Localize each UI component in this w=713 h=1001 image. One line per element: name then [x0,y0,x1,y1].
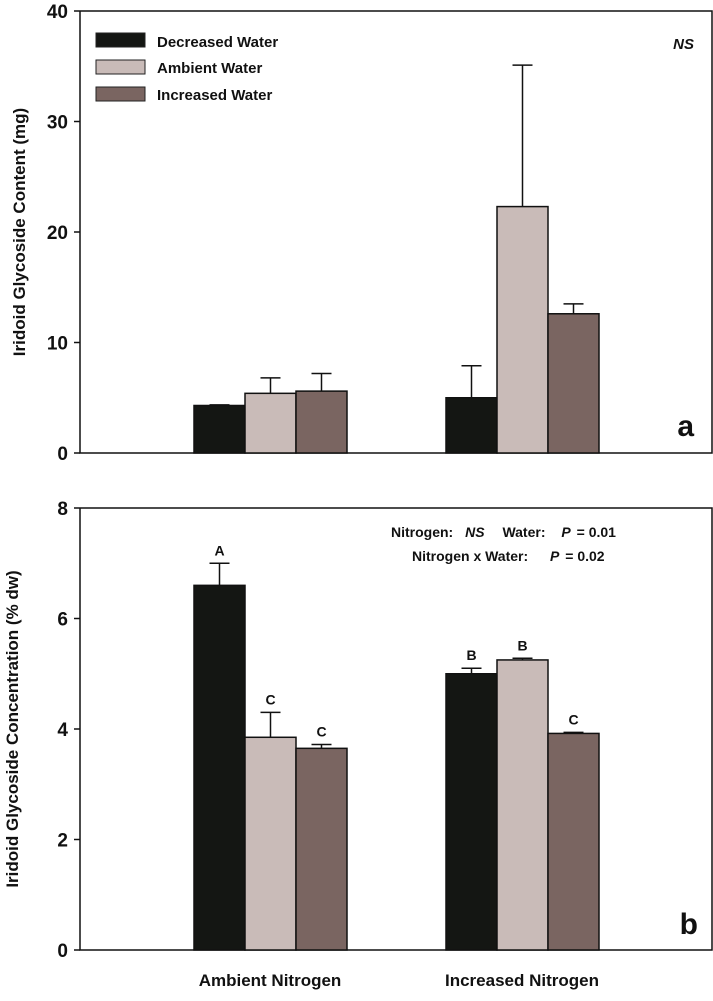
bar-b-ambient-water [496,659,549,951]
y-tick-label-b: 6 [57,610,68,631]
y-tick-label-b: 8 [57,499,68,520]
panel-a-label: a [677,410,694,443]
bar-b-increased-water [295,747,348,951]
panel-a-annotation: NS [673,36,694,53]
bar-a-decreased-water [193,404,246,454]
y-tick-label-a: 10 [47,334,68,355]
x-tick-label-ambient-nitrogen: Ambient Nitrogen [199,971,342,990]
y-tick-label-a: 0 [57,444,68,465]
bar-b-decreased-water [193,584,246,951]
legend-label-increased: Increased Water [157,87,272,104]
legend-swatch-increased [95,86,146,102]
legend-label-ambient: Ambient Water [157,60,262,77]
legend: Decreased Water Ambient Water Increased … [95,32,278,104]
y-tick-label-b: 2 [57,831,68,852]
panel-b-ylabel: Iridoid Glycoside Concentration (% dw) [3,570,22,887]
panel-a-frame [79,10,713,454]
panel-b-frame [79,507,713,951]
significance-letter: A [214,542,224,558]
legend-swatch-ambient [95,59,146,75]
significance-letter: B [466,647,476,663]
bar-a-ambient-water [496,205,549,454]
y-tick-label-a: 30 [47,113,68,134]
significance-letter: C [265,691,275,707]
significance-letter: C [568,711,578,727]
legend-label-decreased: Decreased Water [157,34,278,51]
bar-a-ambient-water [244,392,297,454]
significance-letter: C [316,723,326,739]
legend-swatch-decreased [95,32,146,48]
bar-a-increased-water [547,313,600,454]
bar-a-decreased-water [445,397,498,454]
panel-b-label: b [680,908,698,941]
panel-b: Iridoid Glycoside Concentration (% dw) b… [3,499,713,990]
bar-b-increased-water [547,732,600,951]
y-tick-label-b: 0 [57,941,68,962]
bar-b-decreased-water [445,673,498,951]
panel-a: Iridoid Glycoside Content (mg) NS a 0 10 2… [10,2,713,465]
x-tick-label-increased-nitrogen: Increased Nitrogen [445,971,599,990]
stats-line-2: Nitrogen x Water: P = 0.02 [412,548,605,564]
stats-line-1: Nitrogen: NS Water: P = 0.01 [391,524,616,540]
y-tick-label-b: 4 [57,720,68,741]
bar-b-ambient-water [244,736,297,951]
bar-a-increased-water [295,390,348,454]
y-tick-label-a: 40 [47,2,68,23]
panel-a-ylabel: Iridoid Glycoside Content (mg) [10,108,29,356]
y-tick-label-a: 20 [47,223,68,244]
significance-letter: B [517,637,527,653]
